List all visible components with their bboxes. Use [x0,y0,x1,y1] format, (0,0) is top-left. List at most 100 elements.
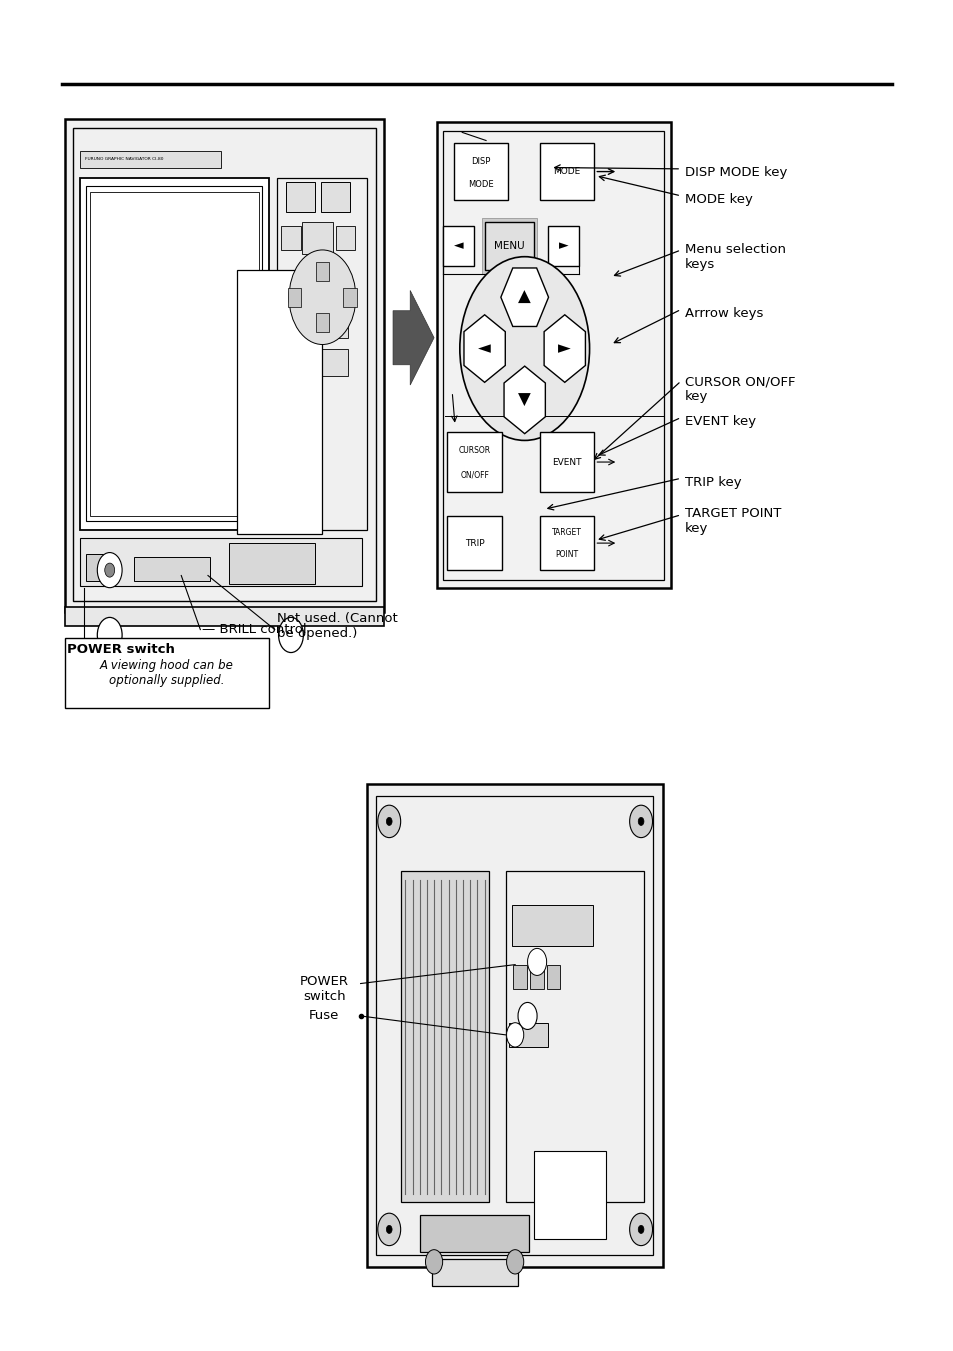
Polygon shape [393,290,434,385]
Circle shape [527,948,546,975]
Circle shape [506,1023,523,1047]
Text: EVENT key: EVENT key [684,415,756,428]
Bar [284,311,313,338]
Bar [319,311,348,338]
Circle shape [506,1250,523,1274]
Bar [86,186,262,521]
Text: Menu selection
keys: Menu selection keys [684,243,785,270]
Circle shape [97,617,122,653]
Bar [80,151,221,168]
Circle shape [386,817,392,825]
Text: EVENT: EVENT [552,458,581,466]
Bar [481,218,537,274]
Bar [72,128,375,601]
Text: ▼: ▼ [517,390,531,409]
Bar [539,516,594,570]
Text: ▲: ▲ [517,288,531,307]
Bar [343,288,356,307]
Polygon shape [543,315,585,382]
Bar [367,784,662,1267]
Text: TARGET: TARGET [552,528,581,536]
Bar [547,226,578,266]
Text: Arrrow keys: Arrrow keys [684,307,762,320]
Polygon shape [500,267,548,327]
Text: TRIP key: TRIP key [684,476,740,489]
Bar [80,178,269,530]
Circle shape [638,817,643,825]
Bar [80,538,361,586]
Bar [419,1215,529,1252]
Bar [276,178,367,530]
Bar [236,270,322,534]
Bar [286,182,314,212]
Circle shape [278,617,303,653]
Text: ◄: ◄ [453,239,463,253]
Text: MODE key: MODE key [684,193,752,207]
Bar [436,122,670,588]
Text: POWER switch: POWER switch [67,643,174,657]
Polygon shape [503,366,545,434]
Text: MODE: MODE [553,168,580,176]
Text: CURSOR ON/OFF
key: CURSOR ON/OFF key [684,376,795,403]
Bar [86,554,103,581]
Bar [319,349,348,376]
Text: TARGET POINT
key: TARGET POINT key [684,508,781,535]
Bar [484,222,534,270]
Bar [90,192,258,516]
Circle shape [386,1225,392,1233]
Text: MENU: MENU [494,240,524,251]
Bar [432,1259,517,1286]
Circle shape [517,1002,537,1029]
Circle shape [638,1225,643,1233]
Circle shape [629,805,652,838]
Bar [335,226,355,250]
Text: DISP: DISP [471,158,491,166]
Bar [315,262,329,281]
Bar [509,1023,547,1047]
Bar [454,143,508,200]
Polygon shape [463,315,505,382]
Bar [534,1151,605,1239]
Circle shape [629,1213,652,1246]
Circle shape [97,553,122,588]
Circle shape [377,1213,400,1246]
Circle shape [377,805,400,838]
Circle shape [459,257,589,440]
Bar [447,516,501,570]
Circle shape [289,250,355,345]
Bar [321,182,350,212]
Text: — BRILL control: — BRILL control [202,623,307,636]
Bar [133,557,210,581]
Text: POWER
switch: POWER switch [299,975,349,1002]
Bar [315,313,329,332]
Text: FURUNO GRAPHIC NAVIGATOR CI-80: FURUNO GRAPHIC NAVIGATOR CI-80 [85,158,163,161]
Circle shape [105,563,114,577]
Bar [288,288,301,307]
Bar [400,871,489,1202]
Text: ►: ► [558,239,568,253]
Bar [375,796,653,1255]
Text: MODE: MODE [468,180,494,189]
Text: TRIP: TRIP [464,539,484,547]
Bar [539,432,594,492]
Text: POINT: POINT [555,550,578,559]
Text: Fuse: Fuse [309,1009,339,1023]
Bar [512,905,593,946]
Bar [546,965,559,989]
Text: DISP MODE key: DISP MODE key [684,166,786,180]
Bar [65,119,384,612]
Text: CURSOR: CURSOR [458,446,490,455]
Text: A viewing hood can be
optionally supplied.: A viewing hood can be optionally supplie… [100,659,233,686]
Bar [442,226,474,266]
Text: ON/OFF: ON/OFF [459,470,489,480]
Circle shape [425,1250,442,1274]
Bar [530,965,543,989]
Bar [539,143,594,200]
Bar [281,226,300,250]
Text: Not used. (Cannot
be opened.): Not used. (Cannot be opened.) [276,612,397,639]
Bar [442,131,663,580]
Bar [284,349,313,376]
Text: ►: ► [558,339,571,358]
FancyBboxPatch shape [65,638,269,708]
Text: ◄: ◄ [477,339,491,358]
